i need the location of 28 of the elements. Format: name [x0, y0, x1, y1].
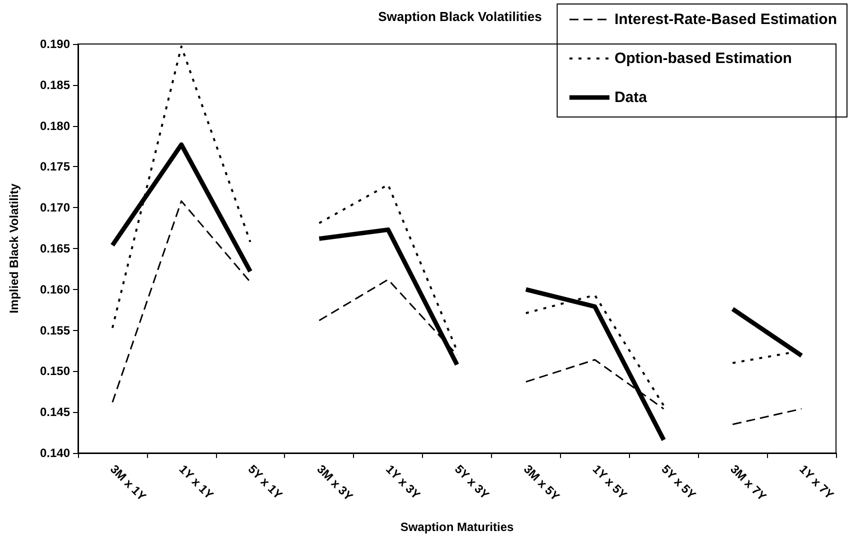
- x-tick-label: 1Y x 7Y: [796, 462, 837, 502]
- y-tick-label: 0.165: [40, 242, 70, 256]
- y-tick-label: 0.160: [40, 282, 70, 296]
- x-tick-label: 5Y x 5Y: [658, 462, 699, 502]
- y-axis-title: Implied Black Volatility: [7, 183, 21, 314]
- chart-title: Swaption Black Volatilities: [378, 9, 542, 24]
- y-tick-label: 0.185: [40, 78, 70, 92]
- y-tick-label: 0.180: [40, 118, 70, 133]
- y-tick-label: 0.170: [40, 200, 70, 215]
- x-tick-label: 5Y x 3Y: [452, 462, 492, 502]
- x-tick-label: 1Y x 1Y: [176, 462, 216, 502]
- x-axis-title: Swaption Maturities: [400, 520, 514, 534]
- x-tick-label: 1Y x 3Y: [383, 462, 424, 502]
- y-tick-label: 0.155: [40, 323, 70, 338]
- y-tick-label: 0.175: [40, 160, 70, 174]
- legend-label: Option-based Estimation: [614, 50, 792, 67]
- legend-label: Interest-Rate-Based Estimation: [614, 11, 838, 28]
- x-tick-label: 3M x 5Y: [520, 462, 562, 504]
- y-tick-label: 0.150: [40, 364, 70, 378]
- x-tick-label: 3M x 1Y: [108, 462, 149, 504]
- x-tick-label: 1Y x 5Y: [590, 462, 630, 502]
- legend-label: Data: [614, 89, 648, 106]
- y-tick-label: 0.140: [40, 446, 70, 460]
- x-tick-label: 5Y x 1Y: [245, 462, 286, 502]
- x-tick-label: 3M x 7Y: [728, 462, 770, 504]
- y-tick-label: 0.190: [40, 37, 70, 51]
- x-tick-label: 3M x 3Y: [314, 462, 356, 504]
- y-tick-label: 0.145: [40, 405, 70, 420]
